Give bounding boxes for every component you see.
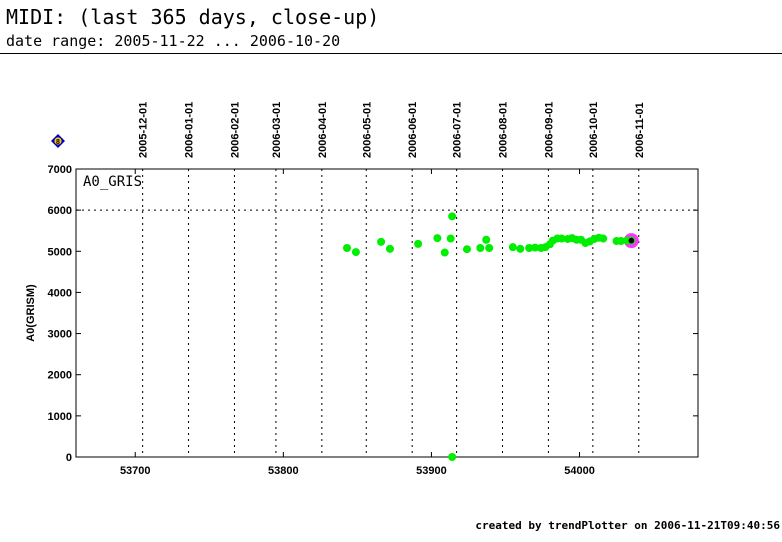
date-tick-label: 2006-04-01	[317, 102, 329, 158]
data-point	[462, 245, 471, 254]
x-tick-label: 53900	[416, 465, 447, 477]
y-tick-label: 3000	[48, 329, 72, 341]
date-tick-label: 2006-05-01	[361, 102, 373, 158]
data-point	[508, 243, 517, 252]
data-point	[516, 244, 525, 253]
date-tick-label: 2005-12-01	[138, 102, 150, 158]
data-point	[482, 235, 491, 244]
data-point	[599, 234, 608, 243]
y-tick-label: 0	[66, 452, 72, 464]
diamond-marker-label: 8	[56, 139, 60, 146]
y-tick-label: 2000	[48, 370, 72, 382]
data-point	[440, 248, 449, 257]
data-point	[433, 234, 442, 243]
latest-point-marker	[628, 237, 635, 244]
credit-line: created by trendPlotter on 2006-11-21T09…	[475, 519, 780, 532]
chart-title: A0_GRIS	[83, 174, 142, 190]
data-point	[448, 453, 457, 461]
date-tick-label: 2006-08-01	[498, 102, 510, 158]
chart-axes: 0 1000 2000 3000 4000 5000 6000 7000 53700 53800 5…	[48, 164, 698, 477]
data-point	[531, 243, 540, 252]
date-tick-label: 2006-07-01	[452, 102, 464, 158]
data-point	[343, 243, 352, 252]
data-point	[448, 212, 457, 221]
data-point	[476, 243, 485, 252]
date-tick-label: 2006-01-01	[184, 102, 196, 158]
date-tick-label: 2006-02-01	[229, 102, 241, 158]
data-point	[616, 237, 625, 245]
date-tick-label: 2006-06-01	[407, 102, 419, 158]
y-tick-label: 5000	[48, 246, 72, 258]
data-point	[351, 248, 360, 257]
x-tick-label: 54000	[564, 465, 595, 477]
date-tick-label: 2006-03-01	[271, 102, 283, 158]
data-points	[343, 212, 639, 461]
data-point	[385, 244, 394, 253]
header-divider	[0, 53, 782, 54]
date-tick-label: 2006-10-01	[588, 102, 600, 158]
diamond-marker-icon: 8	[51, 134, 65, 148]
chart-grid	[76, 169, 698, 457]
date-tick-label: 2006-11-01	[634, 102, 646, 158]
data-point	[485, 243, 494, 252]
y-axis-label: A0(GRISM)	[25, 284, 37, 342]
y-tick-label: 1000	[48, 411, 72, 423]
y-tick-label: 4000	[48, 287, 72, 299]
date-tick-label: 2006-09-01	[543, 102, 555, 158]
data-point	[414, 239, 423, 248]
date-axis-top: 2005-12-01 2006-01-01 2006-02-01 2006-03-01…	[138, 102, 646, 158]
data-point	[557, 234, 566, 243]
page-title: MIDI: (last 365 days, close-up)	[6, 5, 380, 29]
date-range-subtitle: date range: 2005-11-22 ... 2006-10-20	[6, 32, 341, 50]
y-tick-label: 6000	[48, 205, 72, 217]
plot-area-frame	[75, 168, 699, 458]
y-tick-label: 7000	[48, 164, 72, 176]
data-point	[377, 237, 386, 246]
data-point	[525, 243, 534, 252]
data-point	[446, 234, 455, 243]
x-tick-label: 53700	[120, 465, 151, 477]
diamond-marker-center	[54, 137, 62, 145]
x-tick-label: 53800	[268, 465, 299, 477]
